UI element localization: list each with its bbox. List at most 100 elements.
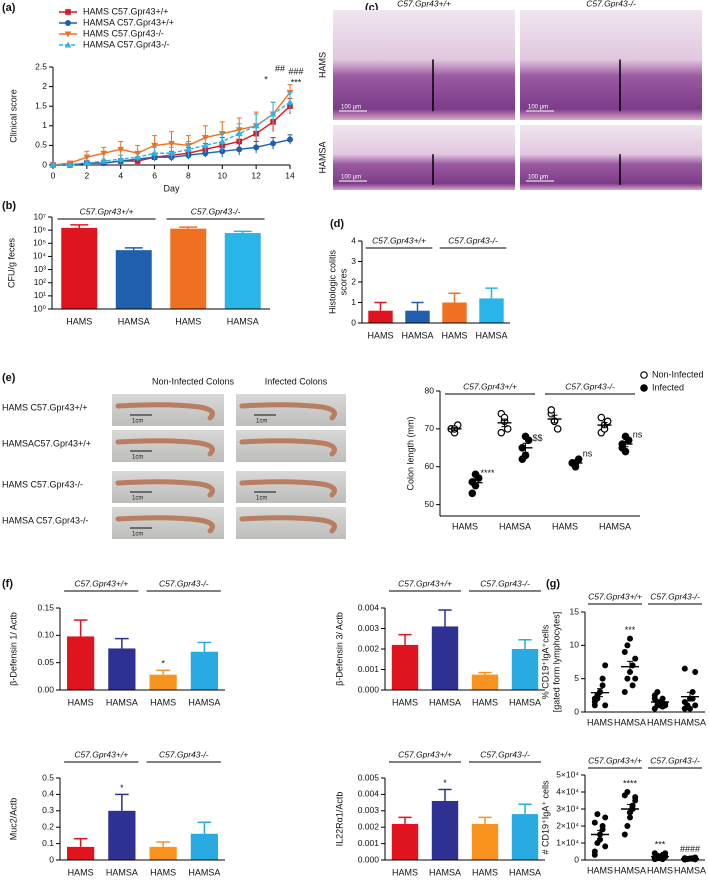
bar bbox=[431, 626, 459, 690]
data-point bbox=[286, 98, 294, 105]
data-point bbox=[151, 142, 158, 149]
y-tick-label: 0.15 bbox=[37, 602, 54, 612]
column-label: C57.Gpr43+/+ bbox=[397, 0, 451, 8]
y-tick-label: 0.4 bbox=[42, 789, 54, 799]
x-tick-label: HAMS bbox=[68, 867, 94, 877]
y-tick-label: 4 bbox=[351, 235, 356, 245]
group-label: C57.Gpr43-/- bbox=[650, 591, 700, 601]
legend-label: Non-Infected bbox=[652, 369, 704, 379]
y-axis-label: # CD19⁺IgA⁺ cells bbox=[540, 780, 550, 855]
data-point bbox=[594, 811, 601, 818]
bar bbox=[405, 310, 430, 323]
panel-label: (d) bbox=[330, 218, 344, 230]
y-tick-label: 0.004 bbox=[358, 602, 380, 612]
x-tick-label: 8 bbox=[186, 170, 191, 180]
colon bbox=[115, 479, 215, 498]
y-axis-label: Muc2/Actb bbox=[8, 798, 18, 841]
row-label: HAMS C57.Gpr43+/+ bbox=[2, 402, 88, 412]
bar bbox=[108, 648, 136, 690]
y-tick-label: 0 bbox=[574, 854, 579, 864]
data-point bbox=[252, 122, 260, 129]
y-tick-label: 10² bbox=[34, 277, 46, 287]
x-tick-label: 14 bbox=[285, 170, 295, 180]
data-point bbox=[632, 655, 639, 662]
column-label: Non-Infected Colons bbox=[152, 376, 235, 386]
data-point bbox=[624, 822, 631, 829]
significance: **** bbox=[623, 778, 638, 788]
x-tick-label: HAMS bbox=[472, 867, 498, 877]
data-point bbox=[270, 140, 277, 147]
group-label: C57.Gpr43+/+ bbox=[588, 755, 642, 765]
data-point bbox=[624, 675, 631, 682]
bar bbox=[511, 649, 539, 690]
y-tick-label: 2.5 bbox=[35, 61, 47, 71]
y-tick-label: 4×10⁴ bbox=[556, 786, 579, 796]
significance: $$ bbox=[532, 433, 542, 443]
group-label: C57.Gpr43+/+ bbox=[372, 235, 426, 245]
x-tick-label: HAMSA bbox=[674, 717, 706, 727]
x-tick-label: HAMS bbox=[441, 330, 467, 340]
y-axis-label: Clinical score bbox=[8, 89, 18, 143]
y-tick-label: 10⁵ bbox=[33, 238, 46, 248]
x-tick-label: HAMS bbox=[150, 867, 176, 877]
y-tick-label: 10³ bbox=[34, 264, 46, 274]
data-point bbox=[253, 144, 260, 151]
y-tick-label: 0.3 bbox=[42, 805, 54, 815]
significance: * bbox=[264, 74, 268, 84]
bar bbox=[190, 833, 218, 860]
data-point bbox=[602, 662, 609, 669]
y-tick-label: 60 bbox=[425, 461, 435, 471]
legend-marker bbox=[64, 31, 72, 38]
y-tick-label: 0.00 bbox=[37, 684, 54, 694]
y-tick-label: 0.05 bbox=[37, 657, 54, 667]
data-point bbox=[497, 428, 506, 437]
legend-label: HAMS C57.Gpr43+/+ bbox=[83, 6, 169, 16]
y-tick-label: 5×10⁴ bbox=[556, 769, 579, 779]
x-tick-label: HAMSA bbox=[509, 697, 541, 707]
y-tick-label: 0.10 bbox=[37, 630, 54, 640]
y-tick-label: 0.000 bbox=[358, 684, 380, 694]
y-tick-label: 1 bbox=[42, 120, 47, 130]
histology-image bbox=[520, 125, 702, 190]
data-point bbox=[599, 682, 606, 689]
data-point bbox=[553, 425, 562, 433]
y-tick-label: 0.002 bbox=[358, 643, 380, 653]
data-point bbox=[235, 130, 243, 137]
data-point bbox=[185, 145, 192, 152]
y-tick-label: 2 bbox=[351, 276, 356, 286]
y-axis-label: Histologic colitis bbox=[327, 249, 337, 314]
y-axis-label: CFU/g feces bbox=[6, 237, 16, 288]
significance: **** bbox=[480, 468, 495, 478]
bar bbox=[471, 823, 499, 860]
group-label: C57.Gpr43+/+ bbox=[588, 591, 642, 601]
data-point bbox=[686, 705, 693, 712]
significance: *** bbox=[655, 840, 666, 850]
bar bbox=[61, 227, 98, 309]
legend-label: Infected bbox=[652, 382, 684, 392]
scale-bar-label: 100 µm bbox=[528, 105, 548, 111]
x-tick-label: HAMS bbox=[367, 330, 393, 340]
significance: #### bbox=[680, 844, 700, 854]
y-tick-label: 80 bbox=[425, 385, 435, 395]
data-point bbox=[632, 675, 639, 682]
y-tick-label: 2 bbox=[42, 81, 47, 91]
data-point bbox=[100, 150, 108, 157]
data-point bbox=[602, 814, 609, 821]
x-tick-label: HAMSA bbox=[475, 330, 507, 340]
y-tick-label: 10⁶ bbox=[33, 224, 46, 234]
data-point bbox=[66, 161, 74, 168]
bar bbox=[471, 674, 499, 690]
data-point bbox=[151, 149, 158, 156]
data-point bbox=[681, 698, 688, 705]
data-point bbox=[621, 447, 630, 456]
x-tick-label: HAMS bbox=[452, 521, 478, 531]
row-label: HAMSAC57.Gpr43+/+ bbox=[2, 438, 91, 448]
data-point bbox=[524, 436, 533, 445]
data-point bbox=[117, 146, 125, 153]
data-point bbox=[468, 489, 477, 498]
data-point bbox=[236, 146, 243, 153]
y-axis-label: [gated form lymphocytes] bbox=[551, 612, 561, 713]
y-tick-label: 0 bbox=[351, 317, 356, 327]
panel-label: (g) bbox=[546, 578, 560, 590]
